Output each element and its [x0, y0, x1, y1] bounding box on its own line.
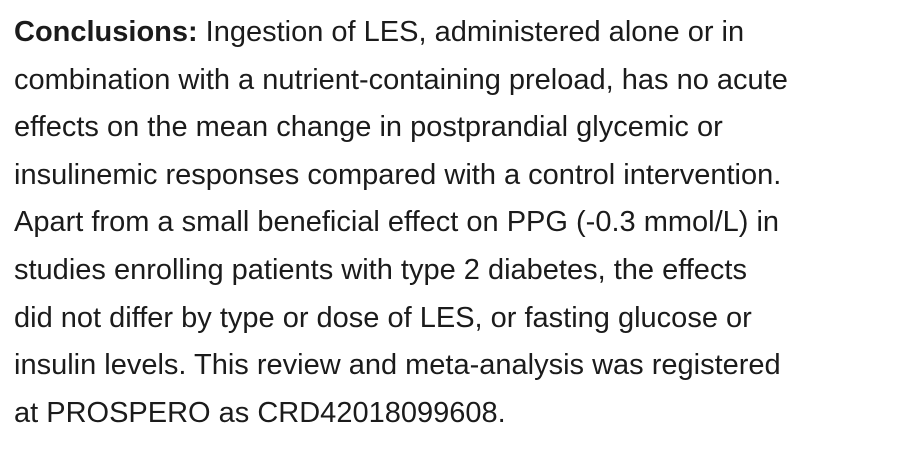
line-text: effects on the mean change in postprandi…: [14, 111, 723, 144]
line-text: at PROSPERO as CRD42018099608.: [14, 396, 506, 429]
text-line: Conclusions: Ingestion of LES, administer…: [14, 9, 788, 57]
line-text: insulinemic responses compared with a co…: [14, 158, 782, 191]
line-text: combination with a nutrient-containing p…: [14, 63, 788, 96]
paragraph: Conclusions: Ingestion of LES, administer…: [14, 9, 788, 437]
line-text: studies enrolling patients with type 2 d…: [14, 253, 747, 286]
text-line: combination with a nutrient-containing p…: [14, 57, 788, 105]
text-line: did not differ by type or dose of LES, o…: [14, 295, 788, 343]
text-line: effects on the mean change in postprandi…: [14, 104, 788, 152]
text-line: Apart from a small beneficial effect on …: [14, 199, 788, 247]
line-text: insulin levels. This review and meta-ana…: [14, 349, 781, 382]
text-line: at PROSPERO as CRD42018099608.: [14, 390, 788, 438]
line-text: Apart from a small beneficial effect on …: [14, 206, 780, 239]
text-line: insulin levels. This review and meta-ana…: [14, 342, 788, 390]
line-text: did not differ by type or dose of LES, o…: [14, 301, 752, 334]
label: Conclusions:: [14, 16, 198, 48]
line-text: Ingestion of LES, administered alone or …: [205, 16, 745, 48]
text-line: studies enrolling patients with type 2 d…: [14, 247, 788, 295]
text-line: insulinemic responses compared with a co…: [14, 152, 788, 200]
